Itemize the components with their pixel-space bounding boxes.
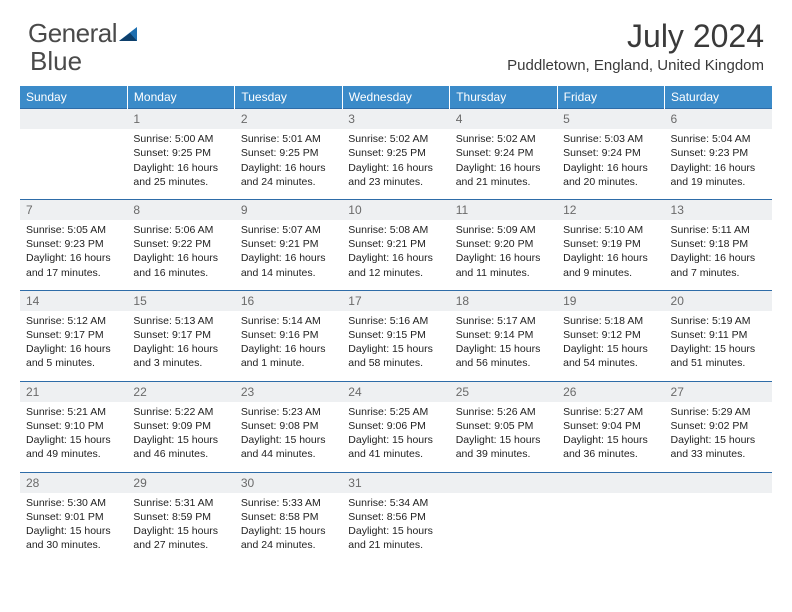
content-row: Sunrise: 5:00 AMSunset: 9:25 PMDaylight:… xyxy=(20,129,772,199)
day-content: Sunrise: 5:17 AMSunset: 9:14 PMDaylight:… xyxy=(450,311,557,381)
day-number: 6 xyxy=(665,109,772,130)
day-number: 18 xyxy=(450,290,557,311)
day-number: 12 xyxy=(557,199,664,220)
day-number: 4 xyxy=(450,109,557,130)
day-number: 5 xyxy=(557,109,664,130)
day-number: 14 xyxy=(20,290,127,311)
logo: General xyxy=(28,18,139,49)
logo-word2: Blue xyxy=(30,46,82,77)
day-content xyxy=(20,129,127,199)
day-content: Sunrise: 5:29 AMSunset: 9:02 PMDaylight:… xyxy=(665,402,772,472)
day-content: Sunrise: 5:16 AMSunset: 9:15 PMDaylight:… xyxy=(342,311,449,381)
day-number: 11 xyxy=(450,199,557,220)
day-number: 13 xyxy=(665,199,772,220)
calendar-body: 123456Sunrise: 5:00 AMSunset: 9:25 PMDay… xyxy=(20,109,772,563)
day-content: Sunrise: 5:13 AMSunset: 9:17 PMDaylight:… xyxy=(127,311,234,381)
day-number: 28 xyxy=(20,472,127,493)
day-content: Sunrise: 5:33 AMSunset: 8:58 PMDaylight:… xyxy=(235,493,342,563)
day-content: Sunrise: 5:02 AMSunset: 9:25 PMDaylight:… xyxy=(342,129,449,199)
day-content xyxy=(450,493,557,563)
day-number: 19 xyxy=(557,290,664,311)
calendar-table: SundayMondayTuesdayWednesdayThursdayFrid… xyxy=(20,86,772,562)
day-content: Sunrise: 5:19 AMSunset: 9:11 PMDaylight:… xyxy=(665,311,772,381)
day-content: Sunrise: 5:23 AMSunset: 9:08 PMDaylight:… xyxy=(235,402,342,472)
content-row: Sunrise: 5:30 AMSunset: 9:01 PMDaylight:… xyxy=(20,493,772,563)
weekday-header: Sunday xyxy=(20,86,127,109)
weekday-header-row: SundayMondayTuesdayWednesdayThursdayFrid… xyxy=(20,86,772,109)
day-content: Sunrise: 5:08 AMSunset: 9:21 PMDaylight:… xyxy=(342,220,449,290)
daynum-row: 123456 xyxy=(20,109,772,130)
day-content: Sunrise: 5:02 AMSunset: 9:24 PMDaylight:… xyxy=(450,129,557,199)
triangle-icon xyxy=(117,23,139,45)
day-content xyxy=(557,493,664,563)
day-number: 16 xyxy=(235,290,342,311)
day-content: Sunrise: 5:01 AMSunset: 9:25 PMDaylight:… xyxy=(235,129,342,199)
day-content: Sunrise: 5:04 AMSunset: 9:23 PMDaylight:… xyxy=(665,129,772,199)
day-content: Sunrise: 5:06 AMSunset: 9:22 PMDaylight:… xyxy=(127,220,234,290)
day-content: Sunrise: 5:22 AMSunset: 9:09 PMDaylight:… xyxy=(127,402,234,472)
day-number xyxy=(20,109,127,130)
day-number: 9 xyxy=(235,199,342,220)
day-number: 29 xyxy=(127,472,234,493)
day-content xyxy=(665,493,772,563)
day-number: 17 xyxy=(342,290,449,311)
content-row: Sunrise: 5:05 AMSunset: 9:23 PMDaylight:… xyxy=(20,220,772,290)
day-number: 25 xyxy=(450,381,557,402)
weekday-header: Thursday xyxy=(450,86,557,109)
day-number: 15 xyxy=(127,290,234,311)
daynum-row: 28293031 xyxy=(20,472,772,493)
day-number: 30 xyxy=(235,472,342,493)
day-content: Sunrise: 5:11 AMSunset: 9:18 PMDaylight:… xyxy=(665,220,772,290)
day-content: Sunrise: 5:30 AMSunset: 9:01 PMDaylight:… xyxy=(20,493,127,563)
weekday-header: Friday xyxy=(557,86,664,109)
day-content: Sunrise: 5:21 AMSunset: 9:10 PMDaylight:… xyxy=(20,402,127,472)
month-title: July 2024 xyxy=(507,18,764,55)
day-number: 8 xyxy=(127,199,234,220)
day-content: Sunrise: 5:07 AMSunset: 9:21 PMDaylight:… xyxy=(235,220,342,290)
location: Puddletown, England, United Kingdom xyxy=(507,57,764,74)
daynum-row: 78910111213 xyxy=(20,199,772,220)
day-number: 3 xyxy=(342,109,449,130)
day-number: 26 xyxy=(557,381,664,402)
day-content: Sunrise: 5:25 AMSunset: 9:06 PMDaylight:… xyxy=(342,402,449,472)
day-number xyxy=(557,472,664,493)
day-content: Sunrise: 5:00 AMSunset: 9:25 PMDaylight:… xyxy=(127,129,234,199)
day-number: 2 xyxy=(235,109,342,130)
day-number: 10 xyxy=(342,199,449,220)
weekday-header: Wednesday xyxy=(342,86,449,109)
content-row: Sunrise: 5:12 AMSunset: 9:17 PMDaylight:… xyxy=(20,311,772,381)
day-content: Sunrise: 5:27 AMSunset: 9:04 PMDaylight:… xyxy=(557,402,664,472)
day-content: Sunrise: 5:34 AMSunset: 8:56 PMDaylight:… xyxy=(342,493,449,563)
day-content: Sunrise: 5:03 AMSunset: 9:24 PMDaylight:… xyxy=(557,129,664,199)
weekday-header: Tuesday xyxy=(235,86,342,109)
day-number: 20 xyxy=(665,290,772,311)
day-content: Sunrise: 5:31 AMSunset: 8:59 PMDaylight:… xyxy=(127,493,234,563)
day-content: Sunrise: 5:26 AMSunset: 9:05 PMDaylight:… xyxy=(450,402,557,472)
daynum-row: 21222324252627 xyxy=(20,381,772,402)
day-content: Sunrise: 5:12 AMSunset: 9:17 PMDaylight:… xyxy=(20,311,127,381)
daynum-row: 14151617181920 xyxy=(20,290,772,311)
day-number: 1 xyxy=(127,109,234,130)
day-number xyxy=(665,472,772,493)
day-content: Sunrise: 5:14 AMSunset: 9:16 PMDaylight:… xyxy=(235,311,342,381)
day-content: Sunrise: 5:05 AMSunset: 9:23 PMDaylight:… xyxy=(20,220,127,290)
weekday-header: Saturday xyxy=(665,86,772,109)
day-number: 27 xyxy=(665,381,772,402)
header: General July 2024 Puddletown, England, U… xyxy=(0,0,792,78)
day-number: 7 xyxy=(20,199,127,220)
day-number: 31 xyxy=(342,472,449,493)
day-number: 21 xyxy=(20,381,127,402)
content-row: Sunrise: 5:21 AMSunset: 9:10 PMDaylight:… xyxy=(20,402,772,472)
day-number: 24 xyxy=(342,381,449,402)
title-block: July 2024 Puddletown, England, United Ki… xyxy=(507,18,764,74)
day-content: Sunrise: 5:09 AMSunset: 9:20 PMDaylight:… xyxy=(450,220,557,290)
weekday-header: Monday xyxy=(127,86,234,109)
day-number xyxy=(450,472,557,493)
day-number: 23 xyxy=(235,381,342,402)
day-content: Sunrise: 5:18 AMSunset: 9:12 PMDaylight:… xyxy=(557,311,664,381)
day-content: Sunrise: 5:10 AMSunset: 9:19 PMDaylight:… xyxy=(557,220,664,290)
logo-word1: General xyxy=(28,18,117,49)
day-number: 22 xyxy=(127,381,234,402)
